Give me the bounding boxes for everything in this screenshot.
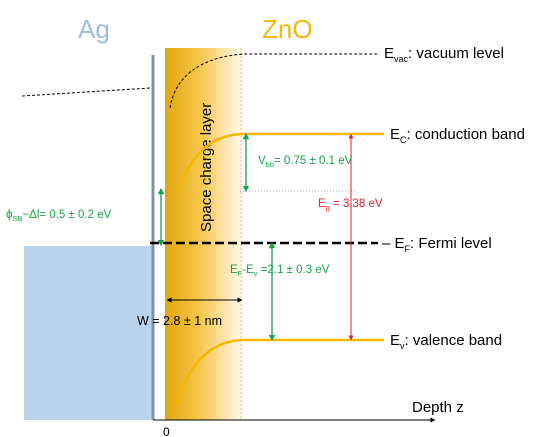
fermi-level-text: – EF: Fermi level <box>382 235 492 254</box>
conduction-band <box>176 132 384 193</box>
width-annotation: W = 2.8 ± 1 nm <box>137 314 222 328</box>
valence-band <box>174 338 384 407</box>
metal-filled-states <box>24 246 152 420</box>
ef-ev-annotation: EF-Ev =2.1 ± 0.3 eV <box>230 264 330 278</box>
vbb-annotation: Vbb= 0.75 ± 0.1 eV <box>258 155 353 169</box>
vacuum-level-label: Evac: vacuum level <box>384 45 504 64</box>
barrier-annotation: ϕSB−Δl= 0.5 ± 0.2 eV <box>6 209 112 223</box>
space-charge-layer <box>165 48 242 420</box>
metal-title: Ag <box>78 14 110 44</box>
oxide-title: ZnO <box>262 14 313 44</box>
eg-annotation: Eg = 3.38 eV <box>318 198 383 212</box>
space-charge-layer-label: Space charge layer <box>198 103 215 232</box>
depth-axis-origin: 0 <box>163 425 170 437</box>
metal-vacuum-level <box>21 87 151 97</box>
depth-axis-label: Depth z <box>412 399 464 416</box>
oxide-vacuum-level <box>169 53 378 109</box>
conduction-band-label: EC: conduction band <box>390 126 525 145</box>
valence-band-label: Ev: valence band <box>390 332 502 351</box>
